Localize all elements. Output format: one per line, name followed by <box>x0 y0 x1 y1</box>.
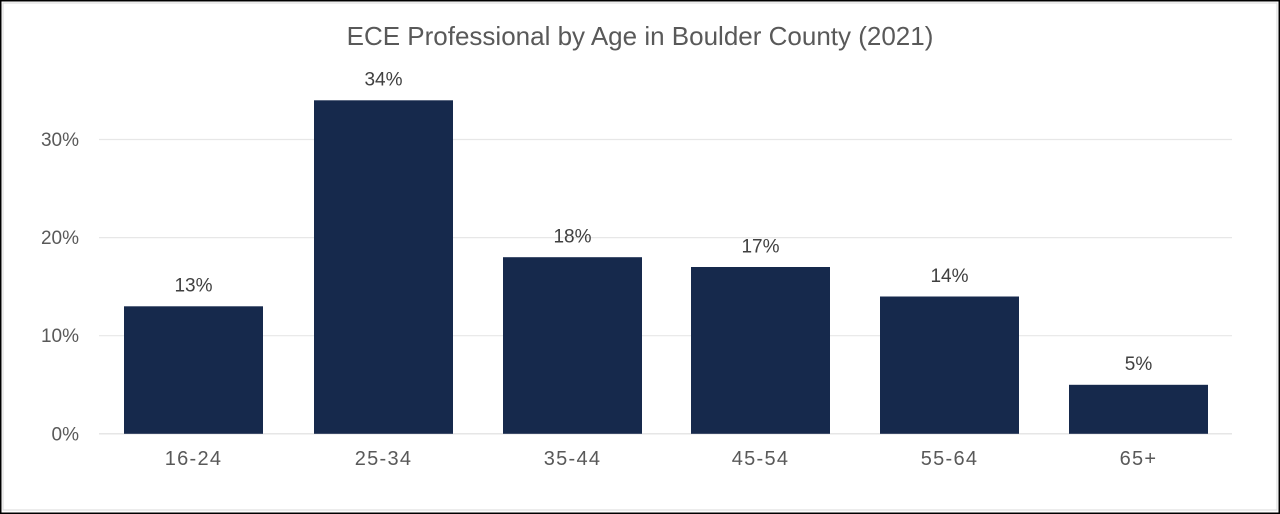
svg-text:25-34: 25-34 <box>355 448 412 470</box>
svg-text:34%: 34% <box>364 70 402 91</box>
svg-text:45-54: 45-54 <box>732 448 789 470</box>
svg-text:5%: 5% <box>1125 354 1153 375</box>
svg-text:55-64: 55-64 <box>921 448 978 470</box>
svg-text:13%: 13% <box>174 276 212 297</box>
svg-text:14%: 14% <box>930 266 968 287</box>
svg-text:20%: 20% <box>41 228 79 249</box>
svg-text:10%: 10% <box>41 326 79 347</box>
svg-text:17%: 17% <box>741 236 779 257</box>
svg-text:35-44: 35-44 <box>544 448 601 470</box>
svg-text:16-24: 16-24 <box>165 448 222 470</box>
svg-text:65+: 65+ <box>1120 448 1158 470</box>
svg-text:30%: 30% <box>41 130 79 151</box>
svg-text:ECE Professional by Age in Bou: ECE Professional by Age in Boulder Count… <box>347 21 934 51</box>
svg-text:18%: 18% <box>553 227 591 248</box>
svg-text:0%: 0% <box>52 424 80 445</box>
